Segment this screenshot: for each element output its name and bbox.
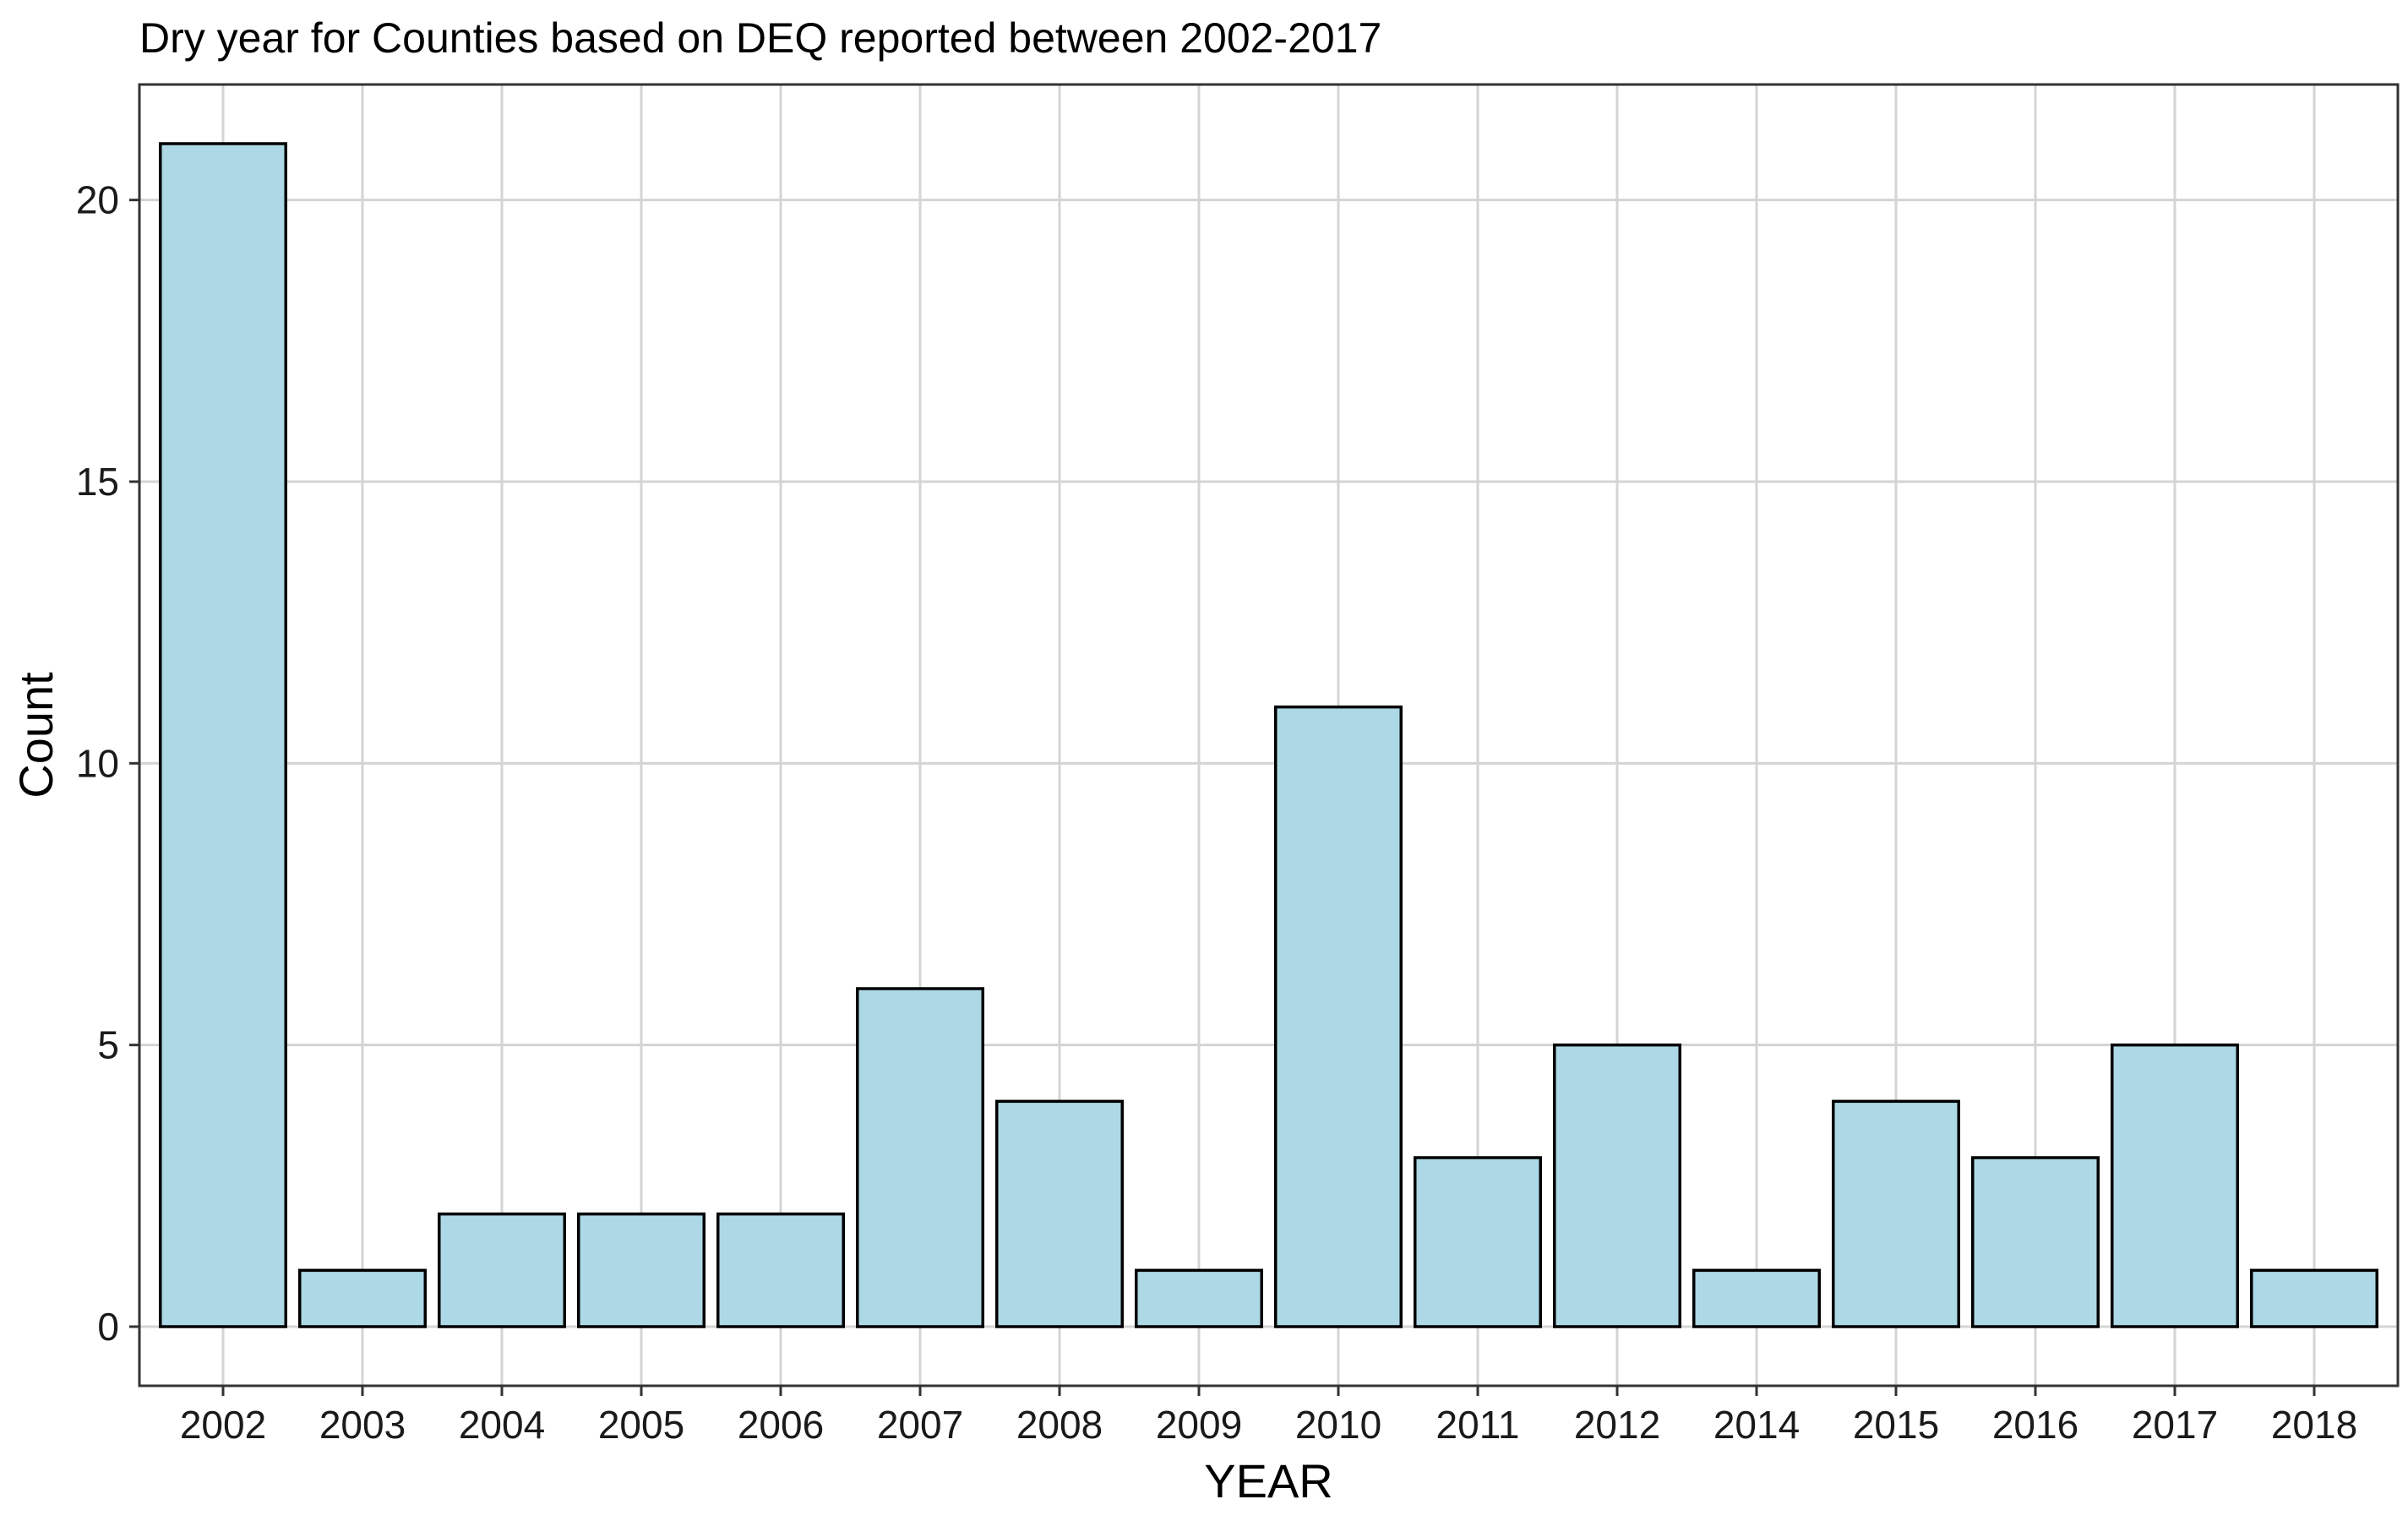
bar-2006 [716, 1212, 845, 1328]
bar-2012 [1553, 1043, 1681, 1328]
x-tick-label: 2009 [1156, 1403, 1242, 1447]
y-tick-label: 15 [76, 460, 119, 504]
bar-2002 [159, 142, 287, 1328]
bar-2007 [856, 987, 984, 1328]
x-tick-label: 2015 [1853, 1403, 1939, 1447]
bar-2008 [995, 1099, 1124, 1328]
x-tick-label: 2004 [459, 1403, 545, 1447]
x-tick-label: 2006 [738, 1403, 824, 1447]
x-axis-title: YEAR [1204, 1454, 1333, 1507]
bar-2010 [1274, 705, 1403, 1328]
y-axis-title: Count [9, 672, 63, 799]
x-tick-label: 2002 [180, 1403, 266, 1447]
bar-2009 [1135, 1268, 1263, 1328]
x-tick-label: 2003 [319, 1403, 406, 1447]
bar-2011 [1414, 1156, 1542, 1328]
plot-panel [138, 83, 2400, 1387]
x-tick-label: 2010 [1295, 1403, 1381, 1447]
bar-2005 [577, 1212, 706, 1328]
bar-2017 [2111, 1043, 2239, 1328]
x-tick-label: 2011 [1436, 1403, 1520, 1447]
chart-title: Dry year for Counties based on DEQ repor… [139, 14, 1381, 62]
x-tick-label: 2007 [877, 1403, 963, 1447]
bar-2004 [438, 1212, 566, 1328]
y-tick-label: 0 [97, 1305, 119, 1349]
axis-ticks [129, 199, 2316, 1396]
x-tick-label: 2014 [1713, 1403, 1800, 1447]
bar-2015 [1832, 1099, 1960, 1328]
x-tick-label: 2012 [1574, 1403, 1660, 1447]
bars [159, 142, 2378, 1328]
bar-2003 [298, 1268, 427, 1328]
y-tick-label: 20 [76, 178, 119, 222]
x-tick-label: 2018 [2271, 1403, 2357, 1447]
bar-2018 [2250, 1268, 2378, 1328]
bar-2014 [1692, 1268, 1821, 1328]
tick-labels: 0 5 10 15 20 2002 2003 2004 2005 2006 2007 2008 2009… [76, 178, 2357, 1447]
x-tick-label: 2005 [598, 1403, 684, 1447]
y-tick-label: 10 [76, 741, 119, 785]
y-tick-label: 5 [97, 1023, 119, 1067]
x-tick-label: 2016 [1992, 1403, 2078, 1447]
bar-2016 [1971, 1156, 2100, 1328]
x-tick-label: 2008 [1016, 1403, 1103, 1447]
x-tick-label: 2017 [2132, 1403, 2218, 1447]
